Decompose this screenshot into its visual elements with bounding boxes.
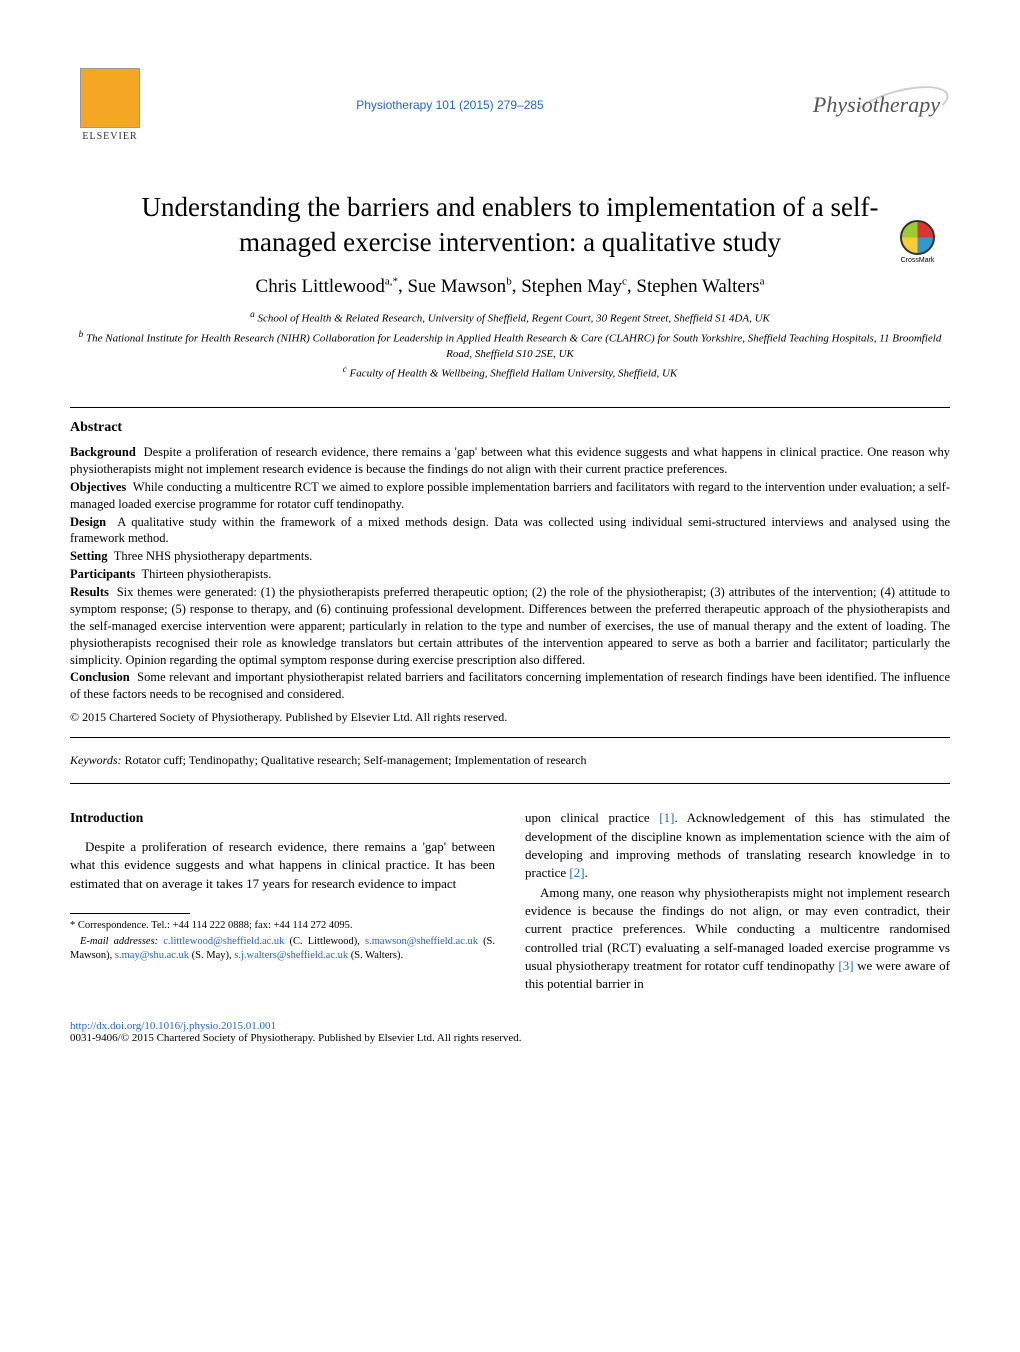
emails-label: E-mail addresses:: [80, 936, 158, 947]
journal-reference-text: Physiotherapy 101 (2015) 279–285: [356, 98, 543, 112]
crossmark-icon: [900, 220, 935, 255]
abstract-copyright: © 2015 Chartered Society of Physiotherap…: [70, 709, 950, 725]
crossmark-label: CrossMark: [895, 257, 940, 264]
email-link[interactable]: s.may@shu.ac.uk: [115, 950, 189, 961]
doi-link[interactable]: http://dx.doi.org/10.1016/j.physio.2015.…: [70, 1020, 276, 1032]
affiliation: b The National Institute for Health Rese…: [70, 328, 950, 362]
citation-link[interactable]: [2]: [569, 865, 584, 880]
abstract-objectives: Objectives While conducting a multicentr…: [70, 479, 950, 513]
issn-copyright-line: 0031-9406/© 2015 Chartered Society of Ph…: [70, 1032, 950, 1044]
affiliation: c Faculty of Health & Wellbeing, Sheffie…: [70, 363, 950, 382]
author: Stephen Waltersa: [636, 276, 764, 297]
header-row: ELSEVIER Physiotherapy 101 (2015) 279–28…: [70, 60, 950, 150]
abstract-body: Background Despite a proliferation of re…: [70, 444, 950, 725]
author: Chris Littlewooda,*: [256, 276, 398, 297]
keywords-label: Keywords:: [70, 753, 122, 767]
email-link[interactable]: c.littlewood@sheffield.ac.uk: [163, 936, 284, 947]
elsevier-tree-icon: [80, 68, 140, 128]
intro-paragraph-1: Despite a proliferation of research evid…: [70, 838, 495, 893]
journal-logo: Physiotherapy: [750, 80, 950, 130]
email-link[interactable]: s.j.walters@sheffield.ac.uk: [234, 950, 348, 961]
journal-reference[interactable]: Physiotherapy 101 (2015) 279–285: [356, 98, 543, 112]
section-heading-introduction: Introduction: [70, 809, 495, 828]
keywords-line: Keywords: Rotator cuff; Tendinopathy; Qu…: [70, 753, 950, 768]
abstract-heading: Abstract: [70, 420, 950, 436]
divider: [70, 737, 950, 738]
affiliations: a School of Health & Related Research, U…: [70, 308, 950, 383]
article-title: Understanding the barriers and enablers …: [110, 190, 910, 260]
footnotes: * Correspondence. Tel.: +44 114 222 0888…: [70, 919, 495, 964]
author: Sue Mawsonb: [407, 276, 511, 297]
divider: [70, 783, 950, 784]
correspondence-line: * Correspondence. Tel.: +44 114 222 0888…: [70, 919, 495, 933]
abstract-setting: Setting Three NHS physiotherapy departme…: [70, 548, 950, 565]
body-columns: Introduction Despite a proliferation of …: [70, 809, 950, 995]
intro-paragraph-2: Among many, one reason why physiotherapi…: [525, 884, 950, 993]
crossmark-badge[interactable]: CrossMark: [895, 220, 940, 270]
abstract-results: Results Six themes were generated: (1) t…: [70, 584, 950, 668]
keywords-text: Rotator cuff; Tendinopathy; Qualitative …: [125, 753, 587, 767]
abstract-conclusion: Conclusion Some relevant and important p…: [70, 669, 950, 703]
journal-name: Physiotherapy: [813, 92, 940, 118]
right-column: upon clinical practice [1]. Acknowledgem…: [525, 809, 950, 995]
affiliation: a School of Health & Related Research, U…: [70, 308, 950, 327]
publisher-logo: ELSEVIER: [70, 60, 150, 150]
abstract-background: Background Despite a proliferation of re…: [70, 444, 950, 478]
divider: [70, 407, 950, 408]
abstract-participants: Participants Thirteen physiotherapists.: [70, 566, 950, 583]
intro-paragraph-1-cont: upon clinical practice [1]. Acknowledgem…: [525, 809, 950, 882]
citation-link[interactable]: [3]: [838, 958, 853, 973]
footnote-divider: [70, 913, 190, 914]
author-list: Chris Littlewooda,*, Sue Mawsonb, Stephe…: [70, 275, 950, 297]
left-column: Introduction Despite a proliferation of …: [70, 809, 495, 995]
email-link[interactable]: s.mawson@sheffield.ac.uk: [365, 936, 478, 947]
abstract-design: Design A qualitative study within the fr…: [70, 514, 950, 548]
email-addresses: E-mail addresses: c.littlewood@sheffield…: [70, 935, 495, 963]
publisher-name: ELSEVIER: [82, 131, 137, 142]
citation-link[interactable]: [1]: [659, 810, 674, 825]
author: Stephen Mayc: [521, 276, 627, 297]
doi-line: http://dx.doi.org/10.1016/j.physio.2015.…: [70, 1020, 950, 1032]
